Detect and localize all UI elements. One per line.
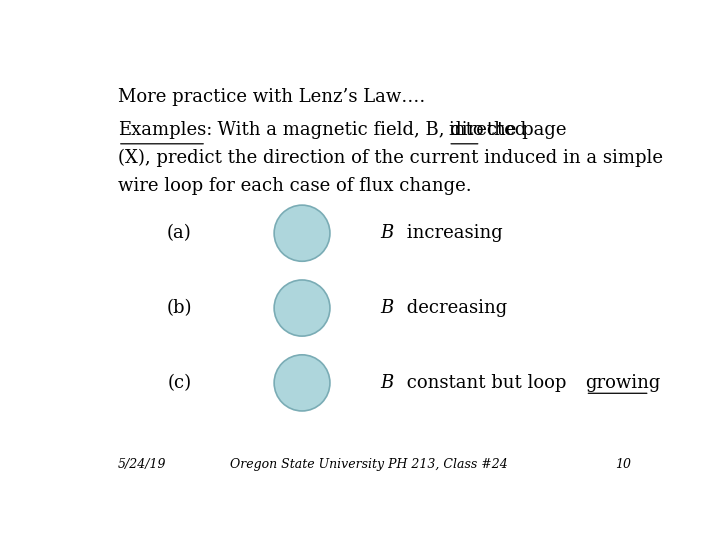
Text: the page: the page xyxy=(481,121,566,139)
Text: growing: growing xyxy=(585,374,661,392)
Text: B: B xyxy=(380,299,393,317)
Text: constant but loop: constant but loop xyxy=(401,374,572,392)
Ellipse shape xyxy=(274,205,330,261)
Text: Oregon State University PH 213, Class #24: Oregon State University PH 213, Class #2… xyxy=(230,458,508,471)
Text: wire loop for each case of flux change.: wire loop for each case of flux change. xyxy=(118,178,472,195)
Text: (c): (c) xyxy=(167,374,192,392)
Text: B: B xyxy=(380,374,393,392)
Text: (b): (b) xyxy=(166,299,192,317)
Ellipse shape xyxy=(274,355,330,411)
Ellipse shape xyxy=(274,280,330,336)
Text: Examples:: Examples: xyxy=(118,121,212,139)
Text: (X), predict the direction of the current induced in a simple: (X), predict the direction of the curren… xyxy=(118,149,663,167)
Text: decreasing: decreasing xyxy=(401,299,508,317)
Text: B: B xyxy=(380,224,393,242)
Text: increasing: increasing xyxy=(401,224,503,242)
Text: 5/24/19: 5/24/19 xyxy=(118,458,166,471)
Text: 10: 10 xyxy=(616,458,631,471)
Text: More practice with Lenz’s Law….: More practice with Lenz’s Law…. xyxy=(118,87,425,106)
Text: With a magnetic field, B, directed: With a magnetic field, B, directed xyxy=(206,121,532,139)
Text: into: into xyxy=(449,121,484,139)
Text: (a): (a) xyxy=(167,224,192,242)
